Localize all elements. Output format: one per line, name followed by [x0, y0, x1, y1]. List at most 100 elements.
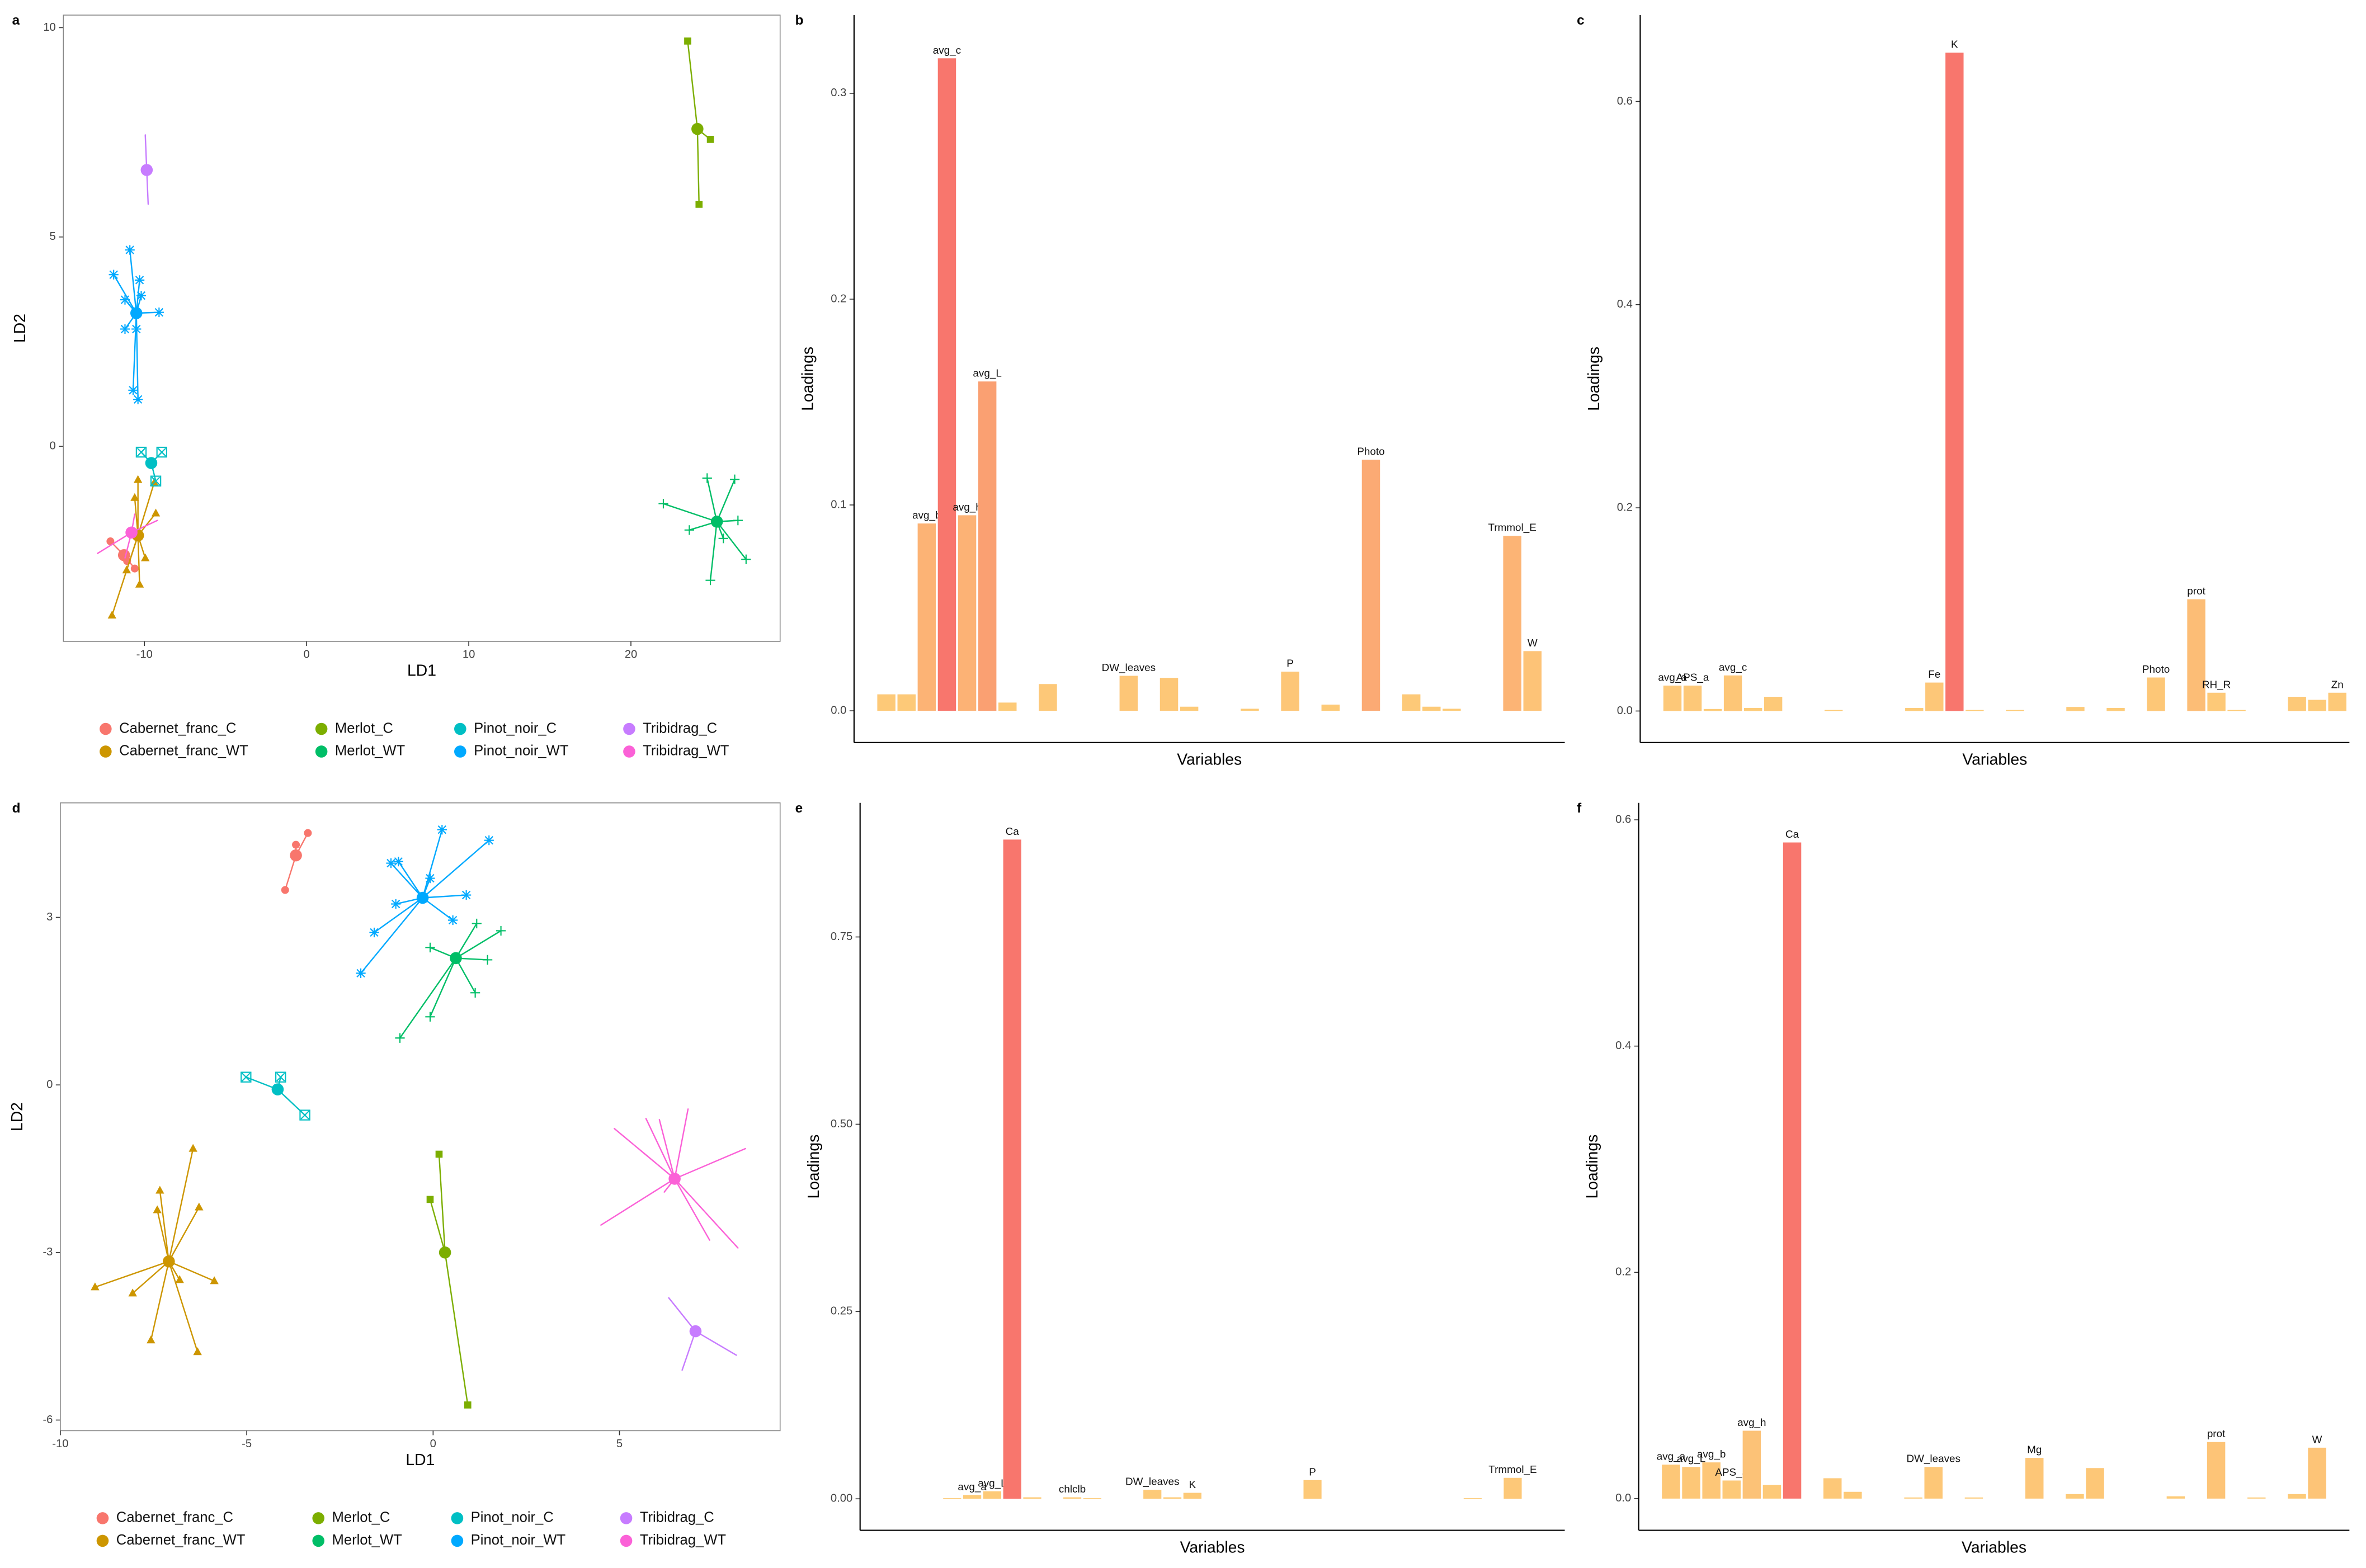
point: [147, 204, 149, 205]
bar-label: avg_L: [973, 368, 1001, 380]
spider-line: [150, 1261, 170, 1340]
spider-line: [455, 930, 502, 959]
point: [464, 1401, 472, 1409]
x-axis-title: Variables: [1177, 751, 1242, 769]
bar: [1361, 460, 1380, 711]
spider-line: [159, 1190, 170, 1262]
bar: [1945, 53, 1964, 711]
bar-label: avg_c: [1719, 662, 1747, 673]
bar: [1023, 1497, 1041, 1499]
bar: [1742, 1430, 1761, 1499]
y-axis-title: Loadings: [1583, 1135, 1601, 1199]
bar: [1083, 1498, 1101, 1499]
centroid: [439, 1246, 451, 1259]
bar-label: Mg: [2027, 1444, 2042, 1456]
bar: [1662, 1465, 1680, 1499]
bar-label: APS_a: [1676, 672, 1709, 684]
x-tick-label: 10: [463, 649, 475, 661]
point: [391, 899, 401, 909]
point: [120, 295, 130, 305]
x-tick-label: 0: [304, 649, 310, 661]
legend-key: [96, 1512, 109, 1524]
point: [695, 201, 703, 208]
y-tick-label: 0.75: [831, 931, 852, 943]
legend-key: [96, 1534, 109, 1547]
bar: [1764, 697, 1783, 711]
y-tick-label: 0: [46, 1078, 53, 1090]
bar: [2066, 1494, 2084, 1499]
y-tick-label: 5: [50, 230, 56, 243]
point: [658, 1118, 660, 1121]
legend-label: Tribidrag_WT: [643, 743, 729, 759]
bar: [877, 694, 896, 711]
point: [484, 835, 494, 846]
legend-key: [451, 1534, 464, 1547]
spider-line: [455, 923, 478, 959]
spider-line: [716, 521, 747, 560]
point: [741, 554, 751, 564]
bar: [958, 515, 977, 711]
bar: [1504, 1477, 1522, 1499]
point: [706, 136, 714, 143]
spider-line: [663, 503, 718, 523]
point: [153, 1205, 162, 1213]
spider-line: [695, 1330, 737, 1356]
y-tick-label: 0.6: [1615, 813, 1631, 825]
spider-line: [716, 479, 736, 522]
bar: [1702, 1462, 1721, 1499]
panel-letter: b: [795, 13, 804, 28]
spider-line: [390, 862, 423, 899]
bar: [1703, 709, 1722, 711]
spider-line: [168, 1261, 199, 1352]
bar: [1422, 706, 1441, 711]
bar: [2187, 599, 2205, 711]
spider-line: [132, 1260, 169, 1294]
centroid: [130, 307, 143, 319]
bar-label: avg_h: [1737, 1417, 1766, 1429]
centroid: [163, 1255, 175, 1268]
point: [369, 927, 379, 938]
point: [281, 886, 289, 894]
point: [193, 1347, 202, 1356]
panel-letter: d: [12, 801, 21, 816]
bar: [1281, 672, 1299, 711]
bar: [2066, 707, 2085, 711]
bar: [1443, 709, 1461, 711]
bar-label: Trmmol_E: [1488, 522, 1537, 534]
bar: [2207, 1442, 2226, 1499]
x-tick-label: 5: [616, 1438, 623, 1450]
legend-key: [620, 1512, 633, 1524]
spider-line: [374, 897, 423, 933]
bar: [1003, 839, 1021, 1499]
centroid: [710, 516, 723, 528]
point: [120, 324, 130, 334]
bar-label: DW_leaves: [1125, 1476, 1179, 1488]
bar: [1904, 1497, 1922, 1499]
bar: [2166, 1496, 2185, 1499]
point: [107, 611, 116, 619]
legend-key: [100, 745, 112, 758]
y-tick-label: 0.2: [1615, 1266, 1631, 1278]
spider-line: [284, 855, 297, 890]
x-axis-title: LD1: [407, 662, 436, 679]
spider-line: [422, 894, 466, 899]
point: [472, 918, 482, 929]
bar-label: chlclb: [1059, 1484, 1086, 1495]
point: [151, 508, 161, 517]
point: [437, 825, 447, 835]
legend-label: Pinot_noir_WT: [474, 743, 569, 759]
panel-letter: c: [1577, 13, 1584, 28]
point: [275, 1071, 286, 1083]
bar: [963, 1495, 982, 1499]
point: [106, 537, 115, 546]
spider-line: [645, 1118, 676, 1179]
spider-line: [709, 521, 718, 580]
point: [737, 1247, 739, 1249]
legend-key: [312, 1512, 325, 1524]
spider-line: [614, 1128, 675, 1179]
centroid: [117, 549, 130, 561]
bar: [1924, 1467, 1943, 1499]
bar: [943, 1498, 962, 1499]
y-tick-label: 0.0: [831, 704, 846, 716]
